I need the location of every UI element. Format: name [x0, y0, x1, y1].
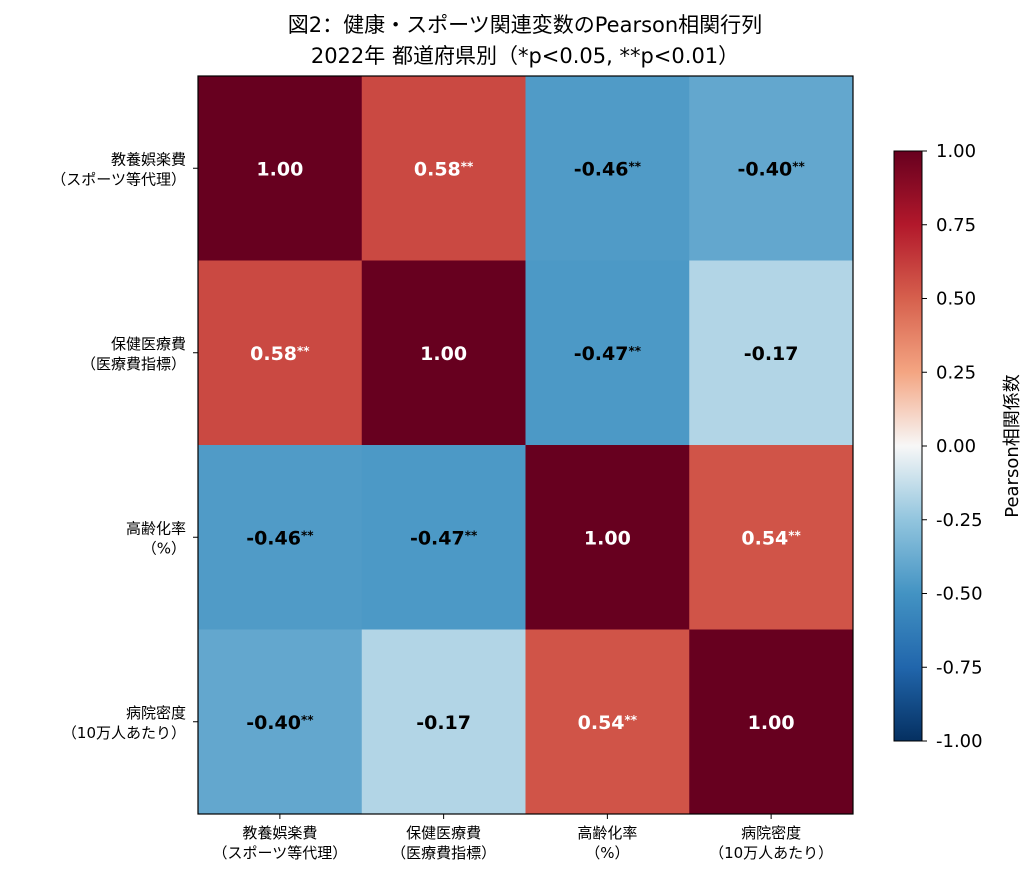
colorbar-tick-label: 0.25: [936, 362, 976, 383]
colorbar-tick-label: 1.00: [936, 141, 976, 162]
heatmap-cell: [689, 76, 854, 261]
chart-title: 図2：健康・スポーツ関連変数のPearson相関行列: [288, 13, 762, 37]
column-tick-label: （%）: [585, 844, 629, 862]
heatmap-cell: [525, 629, 690, 815]
colorbar-tick-label: 0.75: [936, 215, 976, 236]
column-tick-label: （10万人あたり）: [709, 844, 833, 862]
colorbar-tick-label: -1.00: [936, 731, 983, 752]
row-tick-label: （%）: [142, 539, 186, 557]
colorbar-tick-label: -0.50: [936, 584, 983, 605]
row-tick-label: 保健医療費: [111, 335, 186, 353]
heatmap-cell: [689, 260, 854, 446]
colorbar: [893, 150, 923, 742]
row-tick-label: 教養娯楽費: [111, 150, 186, 168]
row-tick-label: 病院密度: [126, 704, 186, 722]
cell-value-label: -0.17: [416, 712, 471, 734]
cell-value-label: 1.00: [584, 527, 631, 549]
heatmap-cells: [198, 76, 854, 815]
cell-value-label: -0.46**: [246, 527, 314, 549]
cell-value-label: -0.17: [744, 343, 799, 365]
colorbar-label: Pearson相関係数: [1002, 374, 1023, 518]
heatmap-cell: [361, 76, 526, 261]
heatmap-cell: [361, 629, 526, 815]
heatmap-cell: [198, 629, 363, 815]
heatmap-cell: [525, 260, 690, 446]
column-tick-label: 保健医療費: [406, 824, 481, 842]
colorbar-ticks: 1.00 0.75 0.50 0.25 0.00 -0.25 -0.50 -0.75 -1.00: [922, 141, 983, 752]
colorbar-tick-label: -0.75: [936, 657, 983, 678]
cell-value-label: -0.40**: [246, 712, 314, 734]
row-tick-labels: 教養娯楽費 （スポーツ等代理） 保健医療費 （医療費指標） 高齢化率 （%） 病院密度 （10…: [51, 150, 198, 742]
heatmap-cell: [361, 260, 526, 446]
heatmap-frame: [197, 75, 854, 815]
cell-value-label: 0.58**: [250, 343, 310, 365]
cell-value-label: 0.58**: [414, 158, 474, 180]
cell-value-label: 0.54**: [578, 712, 638, 734]
heatmap-cell-labels: 1.00 0.58** -0.46** -0.40** 0.58** 1.00 -0.47*…: [246, 158, 805, 734]
row-tick-label: （医療費指標）: [81, 355, 186, 373]
cell-value-label: 1.00: [420, 343, 467, 365]
colorbar-tick-label: 0.00: [936, 436, 976, 457]
column-tick-label: （医療費指標）: [391, 844, 496, 862]
cell-value-label: 1.00: [748, 712, 795, 734]
heatmap-cell: [198, 445, 363, 630]
heatmap-cell: [689, 629, 854, 815]
cell-value-label: -0.40**: [737, 158, 805, 180]
cell-value-label: 0.54**: [741, 527, 801, 549]
column-tick-labels: 教養娯楽費 （スポーツ等代理） 保健医療費 （医療費指標） 高齢化率 （%） 病院密度 （10…: [213, 814, 833, 862]
cell-value-label: -0.47**: [410, 527, 478, 549]
heatmap-cell: [525, 445, 690, 630]
row-tick-label: （スポーツ等代理）: [51, 170, 186, 188]
column-tick-label: （スポーツ等代理）: [213, 844, 348, 862]
heatmap-cell: [198, 260, 363, 446]
chart-subtitle: 2022年 都道府県別（*p<0.05, **p<0.01）: [311, 44, 739, 68]
cell-value-label: 1.00: [256, 158, 303, 180]
heatmap-cell: [361, 445, 526, 630]
heatmap-cell: [689, 445, 854, 630]
cell-value-label: -0.47**: [574, 343, 642, 365]
cell-value-label: -0.46**: [574, 158, 642, 180]
column-tick-label: 高齢化率: [577, 824, 637, 842]
colorbar-tick-label: -0.25: [936, 510, 983, 531]
row-tick-label: 高齢化率: [126, 519, 186, 537]
column-tick-label: 教養娯楽費: [242, 824, 317, 842]
colorbar-tick-label: 0.50: [936, 289, 976, 310]
row-tick-label: （10万人あたり）: [62, 724, 186, 742]
heatmap-cell: [525, 76, 690, 261]
heatmap-cell: [198, 76, 363, 261]
column-tick-label: 病院密度: [741, 824, 801, 842]
